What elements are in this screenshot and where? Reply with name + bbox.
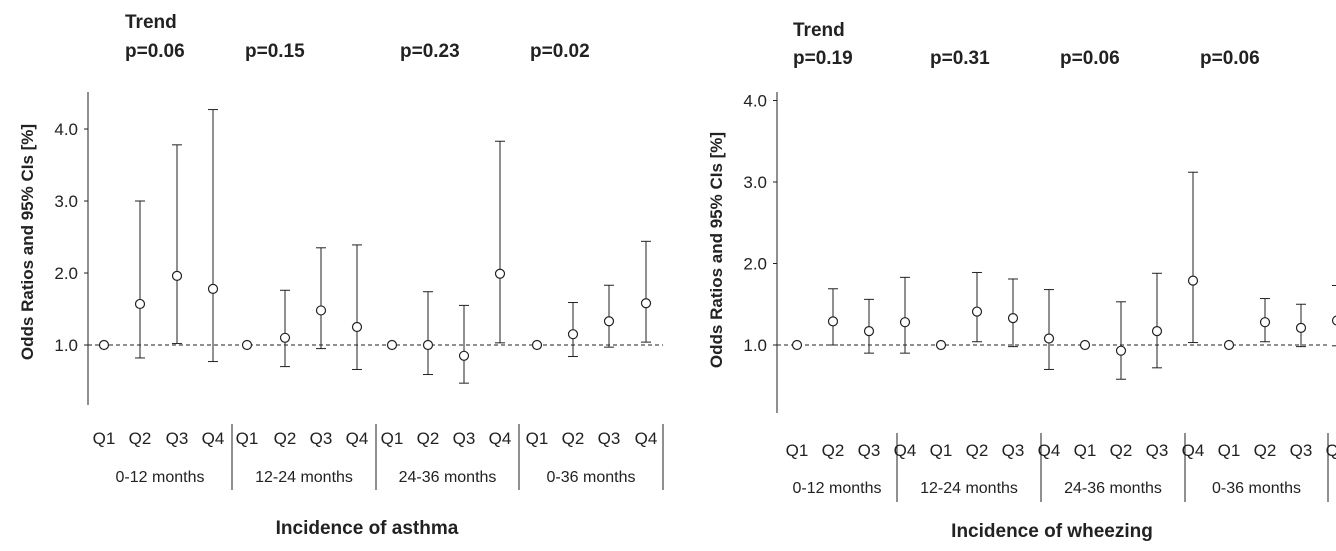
group-label: 12-24 months — [920, 480, 1018, 497]
quartile-label: Q2 — [1254, 441, 1277, 460]
odds-ratio-marker — [865, 327, 874, 336]
trend-p-value: p=0.23 — [400, 41, 460, 62]
odds-ratio-marker — [496, 269, 505, 278]
quartile-label: Q2 — [129, 429, 152, 448]
group-label: 12-24 months — [255, 469, 353, 486]
group-label: 24-36 months — [1064, 480, 1162, 497]
odds-ratio-marker — [1153, 327, 1162, 336]
odds-ratio-marker — [973, 307, 982, 316]
y-tick-label: 1.0 — [743, 336, 767, 355]
quartile-label: Q2 — [274, 429, 297, 448]
quartile-label: Q1 — [1074, 441, 1097, 460]
quartile-label: Q1 — [930, 441, 953, 460]
odds-ratio-marker — [353, 323, 362, 332]
quartile-label: Q1 — [93, 429, 116, 448]
quartile-label: Q2 — [1110, 441, 1133, 460]
y-axis-title: Odds Ratios and 95% CIs [%] — [707, 132, 726, 368]
quartile-label: Q2 — [417, 429, 440, 448]
quartile-label: Q1 — [526, 429, 549, 448]
odds-ratio-marker — [243, 341, 252, 350]
group-label: 0-12 months — [116, 469, 205, 486]
odds-ratio-marker — [829, 317, 838, 326]
odds-ratio-marker — [1189, 276, 1198, 285]
odds-ratio-marker — [100, 341, 109, 350]
trend-p-value: p=0.06 — [125, 41, 185, 62]
quartile-label: Q2 — [966, 441, 989, 460]
quartile-label: Q3 — [598, 429, 621, 448]
y-tick-label: 2.0 — [54, 264, 78, 283]
y-axis-title: Odds Ratios and 95% CIs [%] — [18, 124, 37, 360]
group-label: 0-36 months — [547, 469, 636, 486]
group-label: 0-12 months — [793, 480, 882, 497]
quartile-label: Q4 — [635, 429, 658, 448]
odds-ratio-marker — [642, 299, 651, 308]
group-label: 0-36 months — [1212, 480, 1301, 497]
y-tick-label: 4.0 — [54, 120, 78, 139]
odds-ratio-marker — [1045, 334, 1054, 343]
odds-ratio-marker — [1261, 318, 1270, 327]
quartile-label: Q4 — [1326, 441, 1336, 460]
odds-ratio-marker — [605, 317, 614, 326]
odds-ratio-marker — [317, 306, 326, 315]
trend-p-value: p=0.15 — [245, 41, 305, 62]
quartile-label: Q4 — [202, 429, 225, 448]
quartile-label: Q4 — [489, 429, 512, 448]
quartile-label: Q3 — [310, 429, 333, 448]
odds-ratio-marker — [388, 341, 397, 350]
quartile-label: Q3 — [1002, 441, 1025, 460]
quartile-label: Q1 — [786, 441, 809, 460]
odds-ratio-marker — [460, 351, 469, 360]
trend-p-value: p=0.19 — [793, 48, 853, 69]
trend-p-value: p=0.06 — [1200, 48, 1260, 69]
quartile-label: Q3 — [858, 441, 881, 460]
quartile-label: Q2 — [562, 429, 585, 448]
odds-ratio-marker — [1297, 323, 1306, 332]
odds-ratio-marker — [1333, 316, 1336, 325]
trend-label: Trend — [793, 20, 845, 41]
quartile-label: Q3 — [1146, 441, 1169, 460]
odds-ratio-marker — [1117, 346, 1126, 355]
odds-ratio-marker — [209, 284, 218, 293]
x-axis-title: Incidence of asthma — [276, 518, 459, 539]
y-tick-label: 2.0 — [743, 255, 767, 274]
odds-ratio-marker — [937, 341, 946, 350]
trend-p-value: p=0.31 — [930, 48, 990, 69]
odds-ratio-marker — [569, 330, 578, 339]
odds-ratio-marker — [1009, 314, 1018, 323]
odds-ratio-marker — [533, 341, 542, 350]
quartile-label: Q1 — [381, 429, 404, 448]
odds-ratio-marker — [424, 341, 433, 350]
x-axis-title: Incidence of wheezing — [951, 521, 1153, 542]
y-tick-label: 3.0 — [743, 173, 767, 192]
quartile-label: Q3 — [453, 429, 476, 448]
quartile-label: Q3 — [166, 429, 189, 448]
chart-panel-1: 1.0 2.0 3.0 4.0 Odds Ratios and 95% CIs [%] T… — [18, 12, 663, 539]
chart-panel-2: 1.0 2.0 3.0 4.0 Odds Ratios and 95% CIs [%] T… — [707, 20, 1336, 542]
quartile-label: Q1 — [236, 429, 259, 448]
quartile-label: Q2 — [822, 441, 845, 460]
trend-p-value: p=0.06 — [1060, 48, 1120, 69]
odds-ratio-marker — [1081, 341, 1090, 350]
odds-ratio-marker — [901, 318, 910, 327]
trend-p-value: p=0.02 — [530, 41, 590, 62]
odds-ratio-marker — [1225, 341, 1234, 350]
y-tick-label: 3.0 — [54, 192, 78, 211]
odds-ratio-marker — [136, 299, 145, 308]
odds-ratio-marker — [281, 333, 290, 342]
y-tick-label: 1.0 — [54, 336, 78, 355]
trend-label: Trend — [125, 12, 177, 33]
quartile-label: Q1 — [1218, 441, 1241, 460]
quartile-label: Q4 — [346, 429, 369, 448]
odds-ratio-marker — [793, 341, 802, 350]
y-tick-label: 4.0 — [743, 92, 767, 111]
odds-ratio-marker — [173, 271, 182, 280]
group-label: 24-36 months — [399, 469, 497, 486]
quartile-label: Q3 — [1290, 441, 1313, 460]
